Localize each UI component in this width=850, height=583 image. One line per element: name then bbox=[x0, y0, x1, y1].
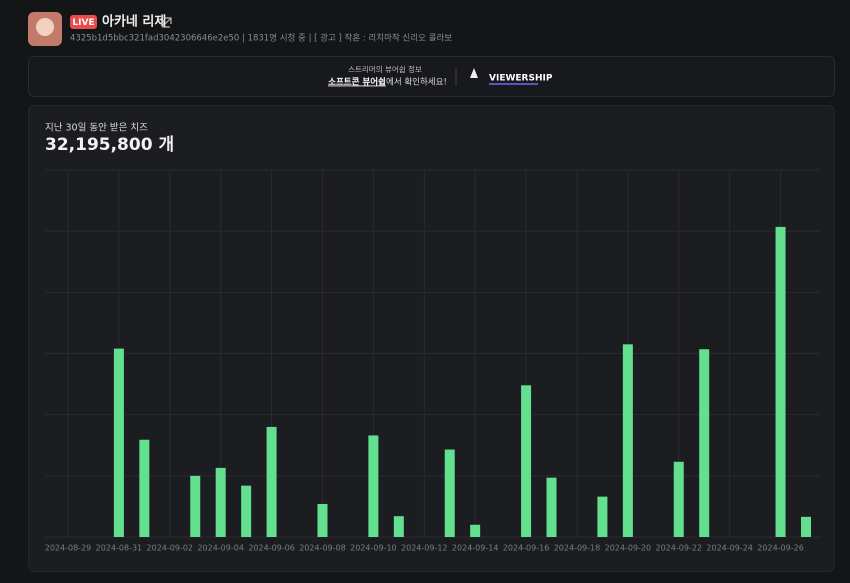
x-tick-label: 2024-09-08 bbox=[299, 544, 346, 553]
bar bbox=[801, 516, 811, 537]
bar bbox=[317, 503, 328, 537]
bar bbox=[622, 344, 633, 537]
x-tick-label: 2024-09-06 bbox=[248, 544, 295, 553]
chart-card bbox=[28, 105, 835, 572]
banner-brand: VIEWERSHIP bbox=[489, 74, 553, 84]
bar bbox=[470, 524, 481, 537]
live-badge bbox=[70, 15, 97, 29]
x-tick-label: 2024-09-16 bbox=[503, 544, 550, 553]
x-tick-label: 2024-09-02 bbox=[147, 544, 194, 553]
bar bbox=[673, 461, 684, 537]
brand-icon bbox=[470, 68, 478, 78]
channel-subtitle: 4325b1d5bbc321fad3042306646e2e50 | 1831명… bbox=[70, 33, 452, 44]
external-link-icon[interactable] bbox=[162, 17, 172, 28]
bar bbox=[521, 385, 532, 537]
bar bbox=[139, 439, 150, 537]
x-tick-label: 2024-09-26 bbox=[757, 544, 804, 553]
x-tick-label: 2024-09-10 bbox=[350, 544, 397, 553]
x-tick-label: 2024-08-31 bbox=[96, 544, 143, 553]
channel-title[interactable]: 아카네 리제 bbox=[102, 14, 166, 30]
bar bbox=[215, 467, 226, 537]
bar bbox=[266, 426, 277, 537]
banner-rest: 에서 확인하세요! bbox=[386, 77, 447, 88]
bar bbox=[597, 496, 608, 537]
x-tick-label: 2024-09-18 bbox=[554, 544, 601, 553]
x-tick-label: 2024-09-24 bbox=[706, 544, 753, 553]
bar bbox=[546, 477, 557, 537]
bar bbox=[444, 449, 455, 537]
bar bbox=[190, 475, 201, 537]
ad-banner[interactable] bbox=[28, 56, 835, 97]
chart-title: 지난 30일 동안 받은 치즈 bbox=[45, 122, 148, 134]
x-tick-label: 2024-09-22 bbox=[656, 544, 703, 553]
bar bbox=[775, 226, 786, 537]
banner-highlight: 소프트콘 뷰어쉽 bbox=[328, 77, 386, 88]
x-tick-label: 2024-08-29 bbox=[45, 544, 92, 553]
bar bbox=[699, 349, 710, 537]
live-badge-text: LIVE bbox=[72, 18, 94, 28]
bar bbox=[113, 348, 124, 537]
bar bbox=[393, 516, 404, 537]
x-tick-label: 2024-09-14 bbox=[452, 544, 499, 553]
bar bbox=[241, 485, 252, 537]
avatar-face bbox=[36, 18, 54, 36]
banner-line1: 스트리머의 뷰어쉽 정보 bbox=[348, 64, 422, 74]
chart-total: 32,195,800 개 bbox=[45, 135, 174, 155]
x-tick-label: 2024-09-04 bbox=[197, 544, 244, 553]
bar bbox=[368, 435, 379, 537]
x-tick-label: 2024-09-20 bbox=[605, 544, 652, 553]
x-tick-label: 2024-09-12 bbox=[401, 544, 448, 553]
